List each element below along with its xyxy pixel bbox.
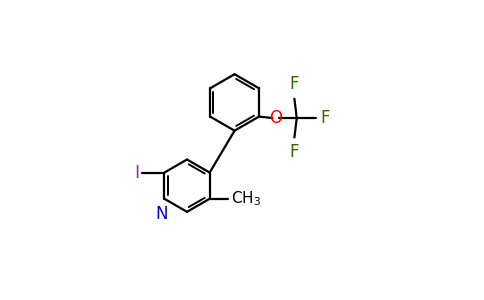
- Text: F: F: [289, 75, 299, 93]
- Text: F: F: [320, 109, 330, 127]
- Text: F: F: [289, 143, 299, 161]
- Text: N: N: [155, 205, 167, 223]
- Text: O: O: [269, 109, 282, 127]
- Text: CH$_3$: CH$_3$: [231, 189, 261, 208]
- Text: I: I: [134, 164, 139, 181]
